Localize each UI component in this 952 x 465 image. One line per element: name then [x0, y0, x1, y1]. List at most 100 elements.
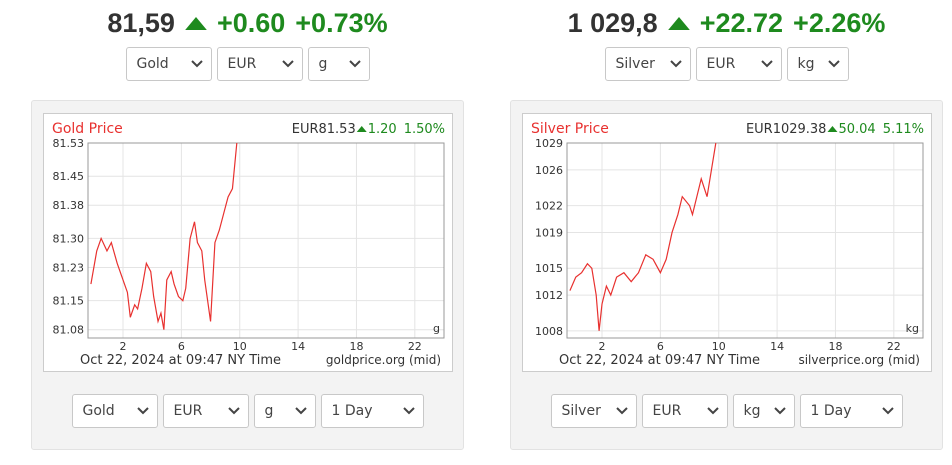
selector-row: Silver EUR kg [510, 47, 943, 81]
y-tick-label: 81.15 [53, 295, 85, 308]
chevron-shape [773, 407, 786, 415]
dropdown-label: kg [797, 56, 815, 72]
dropdown[interactable]: Silver [604, 47, 691, 81]
chevron [190, 60, 203, 68]
y-tick-label: 1019 [535, 226, 563, 239]
x-tick-label: 22 [408, 340, 422, 353]
chevron-shape [881, 407, 894, 415]
selector-row: Gold EUR g [31, 47, 464, 81]
up-arrow-shape [184, 16, 207, 31]
dropdown[interactable]: EUR [641, 394, 728, 428]
chart-change: 1.20 [368, 122, 397, 137]
chart-percent: 5.11% [883, 122, 924, 137]
chevron-shape [294, 407, 307, 415]
dropdown-label: 1 Day [810, 403, 852, 419]
dropdown[interactable]: kg [786, 47, 849, 81]
x-tick-label: 6 [657, 340, 664, 353]
chevron-shape [669, 60, 682, 68]
timestamp: Oct 22, 2024 at 09:47 NY Time [80, 353, 281, 368]
chart-panel: Silver Price 5.11% 50.04 EUR1029.38 1029 1026… [510, 100, 943, 450]
dropdown[interactable]: kg [732, 394, 795, 428]
x-tick-label: 2 [120, 340, 127, 353]
dropdown-label: EUR [173, 403, 203, 419]
unit-label: kg [906, 322, 919, 335]
up-arrow [667, 16, 690, 31]
price-line [569, 142, 717, 331]
chevron [348, 60, 361, 68]
chart-title: Silver Price [531, 121, 609, 137]
dropdown-label: g [318, 56, 328, 72]
dropdown-label: g [264, 403, 274, 419]
chevron [669, 60, 682, 68]
chevron [760, 60, 773, 68]
chart-bg [43, 113, 453, 372]
dropdown[interactable]: 1 Day [320, 394, 424, 428]
chevron [281, 60, 294, 68]
price-header: 1 029,8 +22.72 +2.26% [510, 8, 943, 39]
chart-bg [522, 113, 932, 372]
unit-label: g [433, 322, 440, 335]
chevron-shape [760, 60, 773, 68]
change: +22.72 [699, 8, 784, 38]
chevron [706, 407, 719, 415]
up-arrow-shape [667, 16, 690, 31]
chevron [615, 407, 628, 415]
y-tick-label: 1012 [535, 289, 563, 302]
y-tick-label: 1022 [535, 200, 563, 213]
chevron-shape [402, 407, 415, 415]
dropdown[interactable]: g [307, 47, 370, 81]
x-tick-label: 2 [599, 340, 606, 353]
up-arrow [184, 16, 207, 31]
y-tick-label: 81.30 [53, 232, 85, 245]
y-tick-label: 1015 [535, 262, 563, 275]
dropdown[interactable]: EUR [162, 394, 249, 428]
dropdown-label: EUR [652, 403, 682, 419]
x-tick-label: 10 [712, 340, 726, 353]
dropdown[interactable]: Gold [125, 47, 212, 81]
plot-border [566, 142, 924, 339]
control-row: Gold EUR g 1 Day [32, 394, 463, 428]
dropdown[interactable]: Silver [550, 394, 637, 428]
dropdown-label: Gold [82, 403, 115, 419]
chevron [827, 60, 840, 68]
price: 81,59 [107, 8, 175, 38]
chart-change: 50.04 [838, 122, 875, 137]
percent: +2.26% [793, 8, 886, 38]
chevron [773, 407, 786, 415]
chevron-shape [827, 60, 840, 68]
dropdown-label: EUR [706, 56, 736, 72]
chart: Silver Price 5.11%50.04EUR1029.3810291026… [522, 113, 932, 372]
chevron [227, 407, 240, 415]
dropdown[interactable]: EUR [695, 47, 782, 81]
y-tick-label: 81.45 [53, 170, 85, 183]
price-header: 81,59 +0.60 +0.73% [31, 8, 464, 39]
y-tick-label: 81.08 [53, 324, 85, 337]
x-tick-label: 14 [291, 340, 305, 353]
dropdown-label: Silver [615, 56, 655, 72]
dropdown[interactable]: EUR [216, 47, 303, 81]
y-tick-label: 81.53 [53, 137, 85, 150]
plot-border [87, 142, 445, 339]
dropdown[interactable]: 1 Day [799, 394, 903, 428]
y-tick-label: 81.38 [53, 199, 85, 212]
x-tick-label: 18 [349, 340, 363, 353]
x-tick-label: 22 [887, 340, 901, 353]
chevron [294, 407, 307, 415]
dropdown[interactable]: Gold [71, 394, 158, 428]
x-tick-label: 10 [233, 340, 247, 353]
dropdown-label: 1 Day [331, 403, 373, 419]
chevron [136, 407, 149, 415]
price: 1 029,8 [567, 8, 658, 38]
x-tick-label: 6 [178, 340, 185, 353]
chevron-shape [190, 60, 203, 68]
chevron-shape [281, 60, 294, 68]
chart-panel: Gold Price 1.50% 1.20 EUR81.53 81.53 81.45 81.… [31, 100, 464, 450]
dropdown-label: Silver [561, 403, 601, 419]
chart-percent: 1.50% [404, 122, 445, 137]
dropdown[interactable]: g [253, 394, 316, 428]
x-tick-label: 14 [770, 340, 784, 353]
chevron-shape [615, 407, 628, 415]
chevron-shape [136, 407, 149, 415]
source: silverprice.org (mid) [798, 353, 920, 367]
